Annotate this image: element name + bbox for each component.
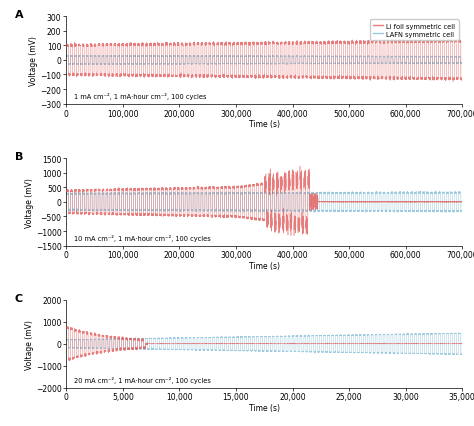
X-axis label: Time (s): Time (s): [249, 120, 280, 129]
Text: 1 mA cm⁻², 1 mA·hour cm⁻², 100 cycles: 1 mA cm⁻², 1 mA·hour cm⁻², 100 cycles: [74, 93, 207, 100]
Y-axis label: Voltage (mV): Voltage (mV): [25, 319, 34, 369]
Y-axis label: Voltage (mV): Voltage (mV): [29, 36, 38, 86]
Text: C: C: [15, 293, 23, 303]
Text: 20 mA cm⁻², 1 mA·hour cm⁻², 100 cycles: 20 mA cm⁻², 1 mA·hour cm⁻², 100 cycles: [74, 376, 211, 383]
Y-axis label: Voltage (mV): Voltage (mV): [25, 178, 34, 227]
X-axis label: Time (s): Time (s): [249, 261, 280, 270]
Text: B: B: [15, 152, 23, 161]
Text: 10 mA cm⁻², 1 mA·hour cm⁻², 100 cycles: 10 mA cm⁻², 1 mA·hour cm⁻², 100 cycles: [74, 235, 211, 242]
X-axis label: Time (s): Time (s): [249, 403, 280, 412]
Legend: Li foil symmetric cell, LAFN symmetric cell: Li foil symmetric cell, LAFN symmetric c…: [370, 20, 459, 41]
Text: A: A: [15, 10, 24, 20]
